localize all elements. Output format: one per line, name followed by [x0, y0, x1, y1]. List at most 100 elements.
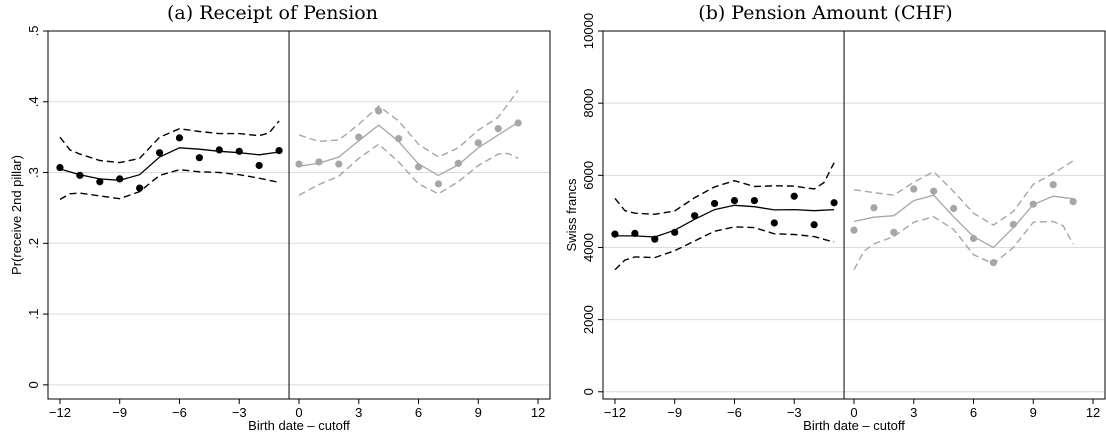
panel-b-xtick-label-1: −9: [667, 405, 682, 420]
panel-a-right-point-9: [474, 139, 482, 147]
panel-a-right-point-8: [454, 159, 462, 167]
panel-b-right-point-6: [969, 234, 978, 243]
panel-a-plot: −12 −9 −6 −3 0 3 6 9 12 0 .1 .2 .3 .4 .5 Birth date – c…: [9, 26, 551, 433]
panel-b-right-point-7: [989, 259, 998, 267]
panel-a-left-point-5: [155, 149, 164, 157]
panel-a-right-point-1: [315, 158, 323, 166]
panel-b-left-point-10: [810, 221, 818, 229]
panel-a-xtick-label-4: 0: [295, 405, 302, 420]
panel-a-right-ci-upper: [298, 89, 519, 158]
panel-b-left-point-3: [671, 228, 679, 236]
panel-a-right-point-5: [395, 134, 403, 143]
panel-b-xlabel: Birth date – cutoff: [803, 418, 905, 433]
panel-b-ytick-label-4: 8000: [581, 89, 596, 118]
panel-b-right-point-1: [870, 204, 878, 212]
panel-b-left-point-0: [611, 230, 619, 238]
panel-a-ytick-label-5: .5: [26, 26, 41, 37]
panel-b-right-point-4: [930, 187, 938, 195]
panel-a-title: (a) Receipt of Pension: [167, 2, 378, 24]
panel-a-xtick-label-7: 9: [475, 405, 482, 420]
panel-b-left-point-4: [691, 212, 699, 220]
panel-a-xlabel: Birth date – cutoff: [248, 418, 350, 433]
panel-b-right-point-8: [1009, 220, 1017, 228]
panel-b-right-point-0: [850, 226, 858, 234]
panel-a-right-point-4: [375, 107, 383, 115]
panel-a-ytick-label-3: .3: [26, 167, 41, 178]
panel-b-xtick-label-2: −6: [727, 405, 742, 420]
panel-b-xtick-label-3: −3: [787, 405, 802, 420]
panel-a-right-ci-lower: [298, 143, 519, 196]
panel-b-left-point-6: [730, 196, 739, 205]
panel-b-right-point-2: [890, 228, 898, 236]
panel-a-right-point-0: [295, 160, 303, 168]
panel-b-left-point-7: [750, 196, 758, 205]
panel-a-ytick-label-1: .1: [26, 309, 41, 320]
panel-a-xtick-label-5: 3: [355, 405, 362, 420]
panel-b-left-point-2: [651, 235, 659, 243]
panel-a-left-point-2: [96, 178, 104, 186]
panel-a-left-ci-lower: [59, 168, 280, 201]
panel-b-xtick-label-5: 3: [910, 405, 917, 420]
panel-b-ytick-label-0: 0: [581, 388, 596, 395]
panel-b-ytick-label-5: 10000: [581, 13, 596, 49]
panel-a-ytick-label-4: .4: [26, 96, 41, 107]
panel-b-title: (b) Pension Amount (CHF): [698, 2, 953, 24]
panel-a-left-point-0: [56, 163, 64, 172]
panel-a-right-point-10: [494, 125, 502, 133]
panel-a-right-point-3: [355, 133, 363, 141]
panel-b-right-point-11: [1069, 198, 1077, 206]
panel-b-right-ci-upper: [853, 160, 1074, 226]
panel-b-ytick-label-3: 6000: [581, 161, 596, 190]
panel-b-left-fit-line: [615, 204, 835, 238]
panel-a-right-point-2: [335, 160, 343, 168]
panel-b-xtick-label-0: −12: [604, 405, 626, 420]
panel-b-right-point-10: [1049, 181, 1057, 189]
panel-b-xtick-label-6: 6: [970, 405, 977, 420]
panel-a-ytick-label-2: .2: [26, 238, 41, 249]
panel-a-left-point-6: [175, 134, 184, 142]
panel-a-left-point-7: [195, 154, 203, 162]
panel-b-ytick-label-1: 2000: [581, 305, 596, 334]
panel-b-left-point-8: [770, 219, 778, 227]
panel-a-right-point-6: [414, 163, 423, 171]
panel-b-left-point-9: [790, 192, 798, 200]
panel-b-left-ci-upper: [614, 162, 835, 216]
panel-a-left-point-4: [136, 184, 144, 192]
panel-a-ylabel: Pr(receive 2nd pillar): [9, 155, 24, 275]
panel-a-frame: [47, 30, 551, 400]
panel-a-left-point-3: [116, 175, 124, 183]
panel-b-right-point-9: [1029, 200, 1037, 208]
panel-b-left-point-11: [830, 199, 838, 207]
panel-a-left-point-1: [76, 171, 84, 179]
panel-a-left-point-8: [215, 146, 223, 154]
panel-a-left-point-9: [235, 147, 243, 155]
panel-a-xtick-label-8: 12: [531, 405, 545, 420]
panel-a-xtick-label-3: −3: [232, 405, 247, 420]
panel-b-right-point-3: [910, 185, 918, 193]
panel-a-xtick-label-0: −12: [49, 405, 71, 420]
panel-a-right-fit-line: [298, 121, 519, 177]
panel-b-xtick-label-4: 0: [850, 405, 857, 420]
panel-a-right-point-11: [514, 119, 522, 127]
panel-a-right-point-7: [434, 180, 443, 188]
panel-a-xtick-label-1: −9: [112, 405, 127, 420]
panel-b-left-point-5: [710, 199, 719, 208]
panel-b-left-point-1: [631, 229, 639, 237]
panel-a-xtick-label-6: 6: [415, 405, 422, 420]
panel-b-xtick-label-7: 9: [1030, 405, 1037, 420]
panel-b-right-ci-lower: [853, 216, 1074, 271]
panel-b-ylabel: Swiss francs: [564, 178, 579, 251]
panel-b-plot: −12 −9 −6 −3 0 3 6 9 12 0 2000 4000 6000 8000 10000 Bir…: [564, 13, 1106, 433]
panel-a-left-point-11: [275, 147, 283, 155]
panel-b-left-ci-lower: [614, 226, 835, 271]
panel-b-frame: [602, 30, 1106, 400]
panel-a-left-point-10: [255, 161, 263, 170]
panel-b-ytick-label-2: 4000: [581, 233, 596, 262]
panel-a-left-ci-upper: [59, 120, 280, 164]
panel-a-left-fit-line: [59, 147, 280, 181]
panel-a-ytick-label-0: 0: [26, 381, 41, 388]
panel-b-right-point-5: [950, 204, 958, 213]
panel-a-xtick-label-2: −6: [172, 405, 187, 420]
panel-b-xtick-label-8: 12: [1086, 405, 1100, 420]
